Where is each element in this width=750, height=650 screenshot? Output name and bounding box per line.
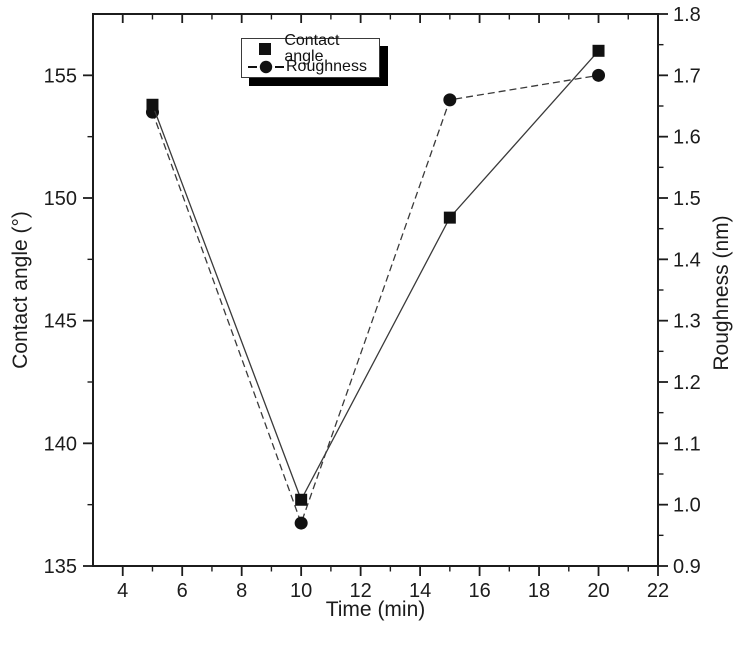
data-point-square-contact-angle [295, 493, 308, 506]
x-tick-label: 16 [468, 580, 490, 602]
series-line-contact-angle [151, 50, 600, 502]
x-tick-label: 18 [528, 580, 550, 602]
x-tick-label: 4 [117, 580, 128, 602]
y-right-tick-label: 1.8 [673, 4, 701, 26]
y-right-tick-label: 1.1 [673, 433, 701, 455]
x-tick-label: 14 [409, 580, 431, 602]
data-point-square-contact-angle [443, 211, 456, 224]
y-right-tick-label: 0.9 [673, 556, 701, 578]
legend-item-roughness: Roughness [245, 59, 379, 76]
x-tick-label: 6 [177, 580, 188, 602]
legend: Contact angle Roughness [241, 33, 380, 78]
data-point-circle-roughness [294, 516, 308, 530]
x-tick-label: 22 [647, 580, 669, 602]
left-axis-title: Contact angle (°) [9, 211, 32, 369]
data-point-circle-roughness [592, 68, 606, 82]
plot-frame [92, 13, 659, 567]
x-tick-label: 8 [236, 580, 247, 602]
x-tick-label: 12 [350, 580, 372, 602]
y-left-tick-label: 155 [44, 65, 77, 87]
y-right-tick-label: 1.4 [673, 249, 701, 271]
data-point-circle-roughness [443, 93, 457, 107]
y-right-tick-label: 1.7 [673, 65, 701, 87]
y-left-tick-label: 140 [44, 433, 77, 455]
data-point-square-contact-angle [146, 98, 159, 111]
y-left-tick-label: 150 [44, 188, 77, 210]
y-right-tick-label: 1.0 [673, 495, 701, 517]
circle-dash-marker-icon [245, 60, 286, 74]
y-left-tick-label: 135 [44, 556, 77, 578]
data-point-square-contact-angle [592, 44, 605, 57]
right-axis-title: Roughness (nm) [710, 215, 733, 371]
legend-label-contact-angle: Contact angle [284, 32, 340, 65]
series-line-roughness [151, 74, 599, 526]
square-marker-icon [245, 43, 284, 55]
y-right-tick-label: 1.5 [673, 188, 701, 210]
legend-item-contact-angle: Contact angle [245, 33, 379, 65]
legend-label-roughness: Roughness [286, 58, 367, 75]
y-right-tick-label: 1.6 [673, 127, 701, 149]
x-axis-title: Time (min) [325, 598, 426, 621]
x-tick-label: 20 [587, 580, 609, 602]
y-right-tick-label: 1.3 [673, 311, 701, 333]
y-left-tick-label: 145 [44, 311, 77, 333]
x-tick-label: 10 [290, 580, 312, 602]
y-right-tick-label: 1.2 [673, 372, 701, 394]
